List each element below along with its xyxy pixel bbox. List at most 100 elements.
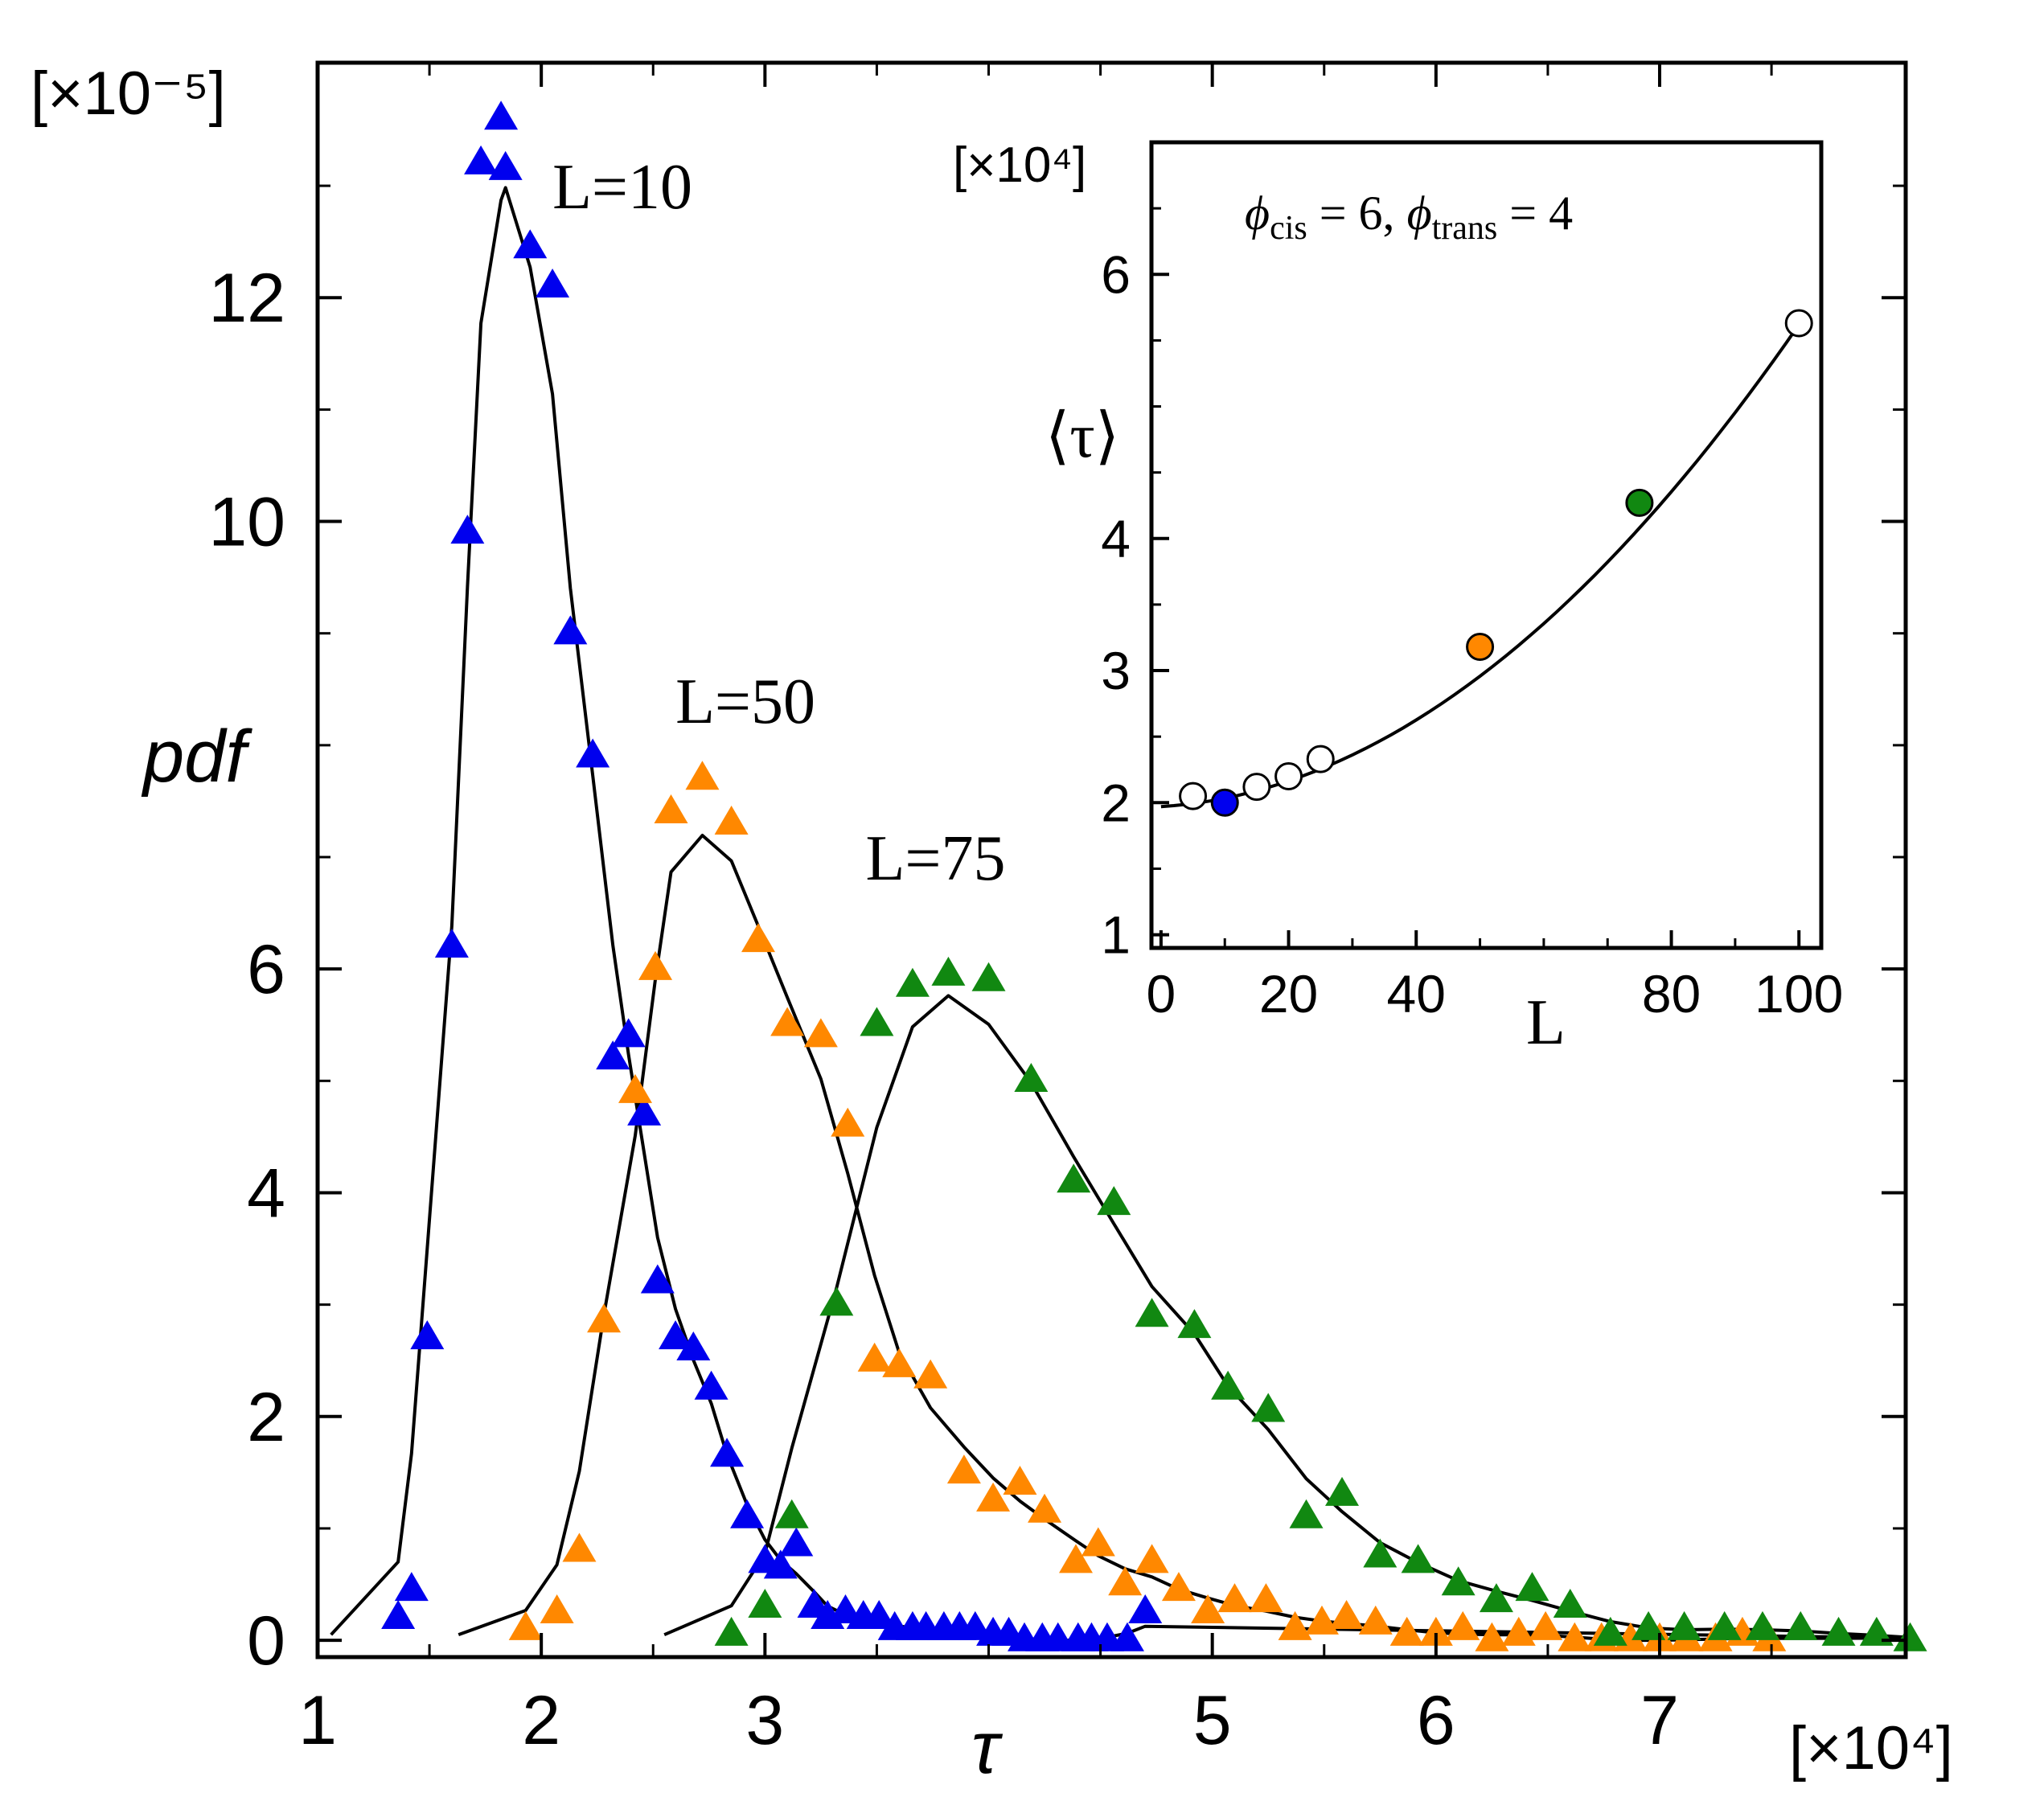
inset-point: [1274, 761, 1303, 790]
triangle-marker: [730, 1499, 765, 1528]
triangle-marker: [895, 967, 930, 997]
triangle-marker: [1097, 1186, 1131, 1216]
x-tick-label: 6: [1417, 1682, 1455, 1759]
inset-y-tick-label: 6: [1101, 244, 1131, 304]
inset-point: [1179, 782, 1208, 810]
triangle-marker: [860, 1007, 894, 1036]
triangle-marker: [1558, 1622, 1592, 1651]
triangle-marker: [1593, 1616, 1627, 1646]
triangle-marker: [1057, 1163, 1091, 1193]
triangle-marker: [1479, 1583, 1513, 1613]
triangle-marker: [450, 515, 485, 544]
triangle-marker: [434, 929, 469, 958]
triangle-marker: [1363, 1538, 1398, 1568]
inset-point: [1210, 788, 1239, 817]
triangle-marker: [1446, 1610, 1480, 1640]
triangle-marker: [1110, 1622, 1144, 1651]
triangle-marker: [857, 1342, 892, 1372]
triangle-marker: [638, 950, 673, 980]
triangle-marker: [710, 1438, 745, 1467]
triangle-marker: [513, 229, 548, 259]
triangle-marker: [1632, 1610, 1666, 1640]
triangle-marker: [1177, 1309, 1212, 1339]
x-axis-title: τ: [971, 1707, 1004, 1789]
triangle-marker: [1441, 1566, 1476, 1596]
triangle-marker: [640, 1264, 675, 1294]
triangle-marker: [1161, 1572, 1196, 1602]
triangle-marker: [676, 1331, 711, 1360]
inset-title-cis: cis: [1270, 210, 1307, 247]
triangle-marker: [1251, 1393, 1286, 1422]
triangle-marker: [1135, 1298, 1169, 1327]
triangle-marker: [828, 1594, 863, 1624]
x-multiplier-label: [×10⁴]: [1789, 1714, 1953, 1783]
inset-x-tick-label: 40: [1387, 964, 1446, 1024]
inset-y-tick-label: 2: [1101, 773, 1131, 832]
y-tick-label: 6: [247, 931, 285, 1008]
triangle-marker: [659, 1320, 693, 1350]
triangle-marker: [763, 1549, 798, 1579]
inset-title-trans: trans: [1432, 210, 1498, 247]
inset-x-tick-label: 0: [1147, 964, 1176, 1024]
inset-markers: [1179, 309, 1813, 817]
triangle-marker: [685, 761, 720, 790]
triangle-marker: [882, 1348, 917, 1377]
triangle-marker: [976, 1482, 1011, 1512]
triangle-marker: [1389, 1616, 1424, 1646]
x-tick-label: 5: [1193, 1682, 1232, 1759]
triangle-marker: [1081, 1527, 1115, 1557]
inset-x-axis-title: L: [1526, 987, 1566, 1058]
triangle-marker: [553, 615, 588, 645]
inset-y-multiplier-label: [×10⁴]: [953, 137, 1086, 193]
triangle-marker: [1329, 1599, 1364, 1629]
triangle-marker: [803, 1018, 838, 1048]
inset-point: [1625, 488, 1654, 517]
inset-title-end: = 4: [1497, 187, 1573, 240]
y-tick-label: 4: [247, 1155, 285, 1232]
triangle-marker: [1014, 1063, 1049, 1093]
triangle-marker: [611, 1018, 646, 1048]
inset-title-phi-1: ϕ: [1245, 187, 1270, 240]
triangle-marker: [1211, 1370, 1246, 1400]
series-annotation: L=75: [866, 823, 1006, 894]
series-annotation: L=50: [675, 667, 815, 737]
triangle-marker: [1249, 1583, 1283, 1613]
triangle-marker: [1128, 1594, 1163, 1624]
inset-title-mid: = 6,: [1307, 187, 1407, 240]
triangle-marker: [587, 1303, 622, 1333]
triangle-marker: [862, 1599, 897, 1629]
triangle-marker: [946, 1454, 981, 1484]
inset-point: [1242, 773, 1271, 802]
triangle-marker: [1325, 1476, 1360, 1506]
triangle-marker: [654, 794, 688, 824]
inset-point: [1466, 632, 1495, 661]
triangle-marker: [831, 1107, 865, 1137]
triangle-marker: [748, 1589, 782, 1618]
triangle-marker: [410, 1320, 445, 1350]
inset-y-axis-title: ⟨τ⟩: [1045, 400, 1119, 470]
triangle-marker: [484, 101, 519, 130]
triangle-marker: [394, 1572, 429, 1602]
triangle-marker: [1515, 1572, 1549, 1602]
main-markers: [381, 101, 1927, 1651]
triangle-marker: [488, 150, 523, 180]
x-tick-label: 7: [1640, 1682, 1679, 1759]
triangle-marker: [1191, 1594, 1225, 1624]
triangle-marker: [562, 1532, 597, 1562]
triangle-marker: [1028, 1493, 1062, 1523]
inset-y-tick-label: 3: [1101, 641, 1131, 700]
triangle-marker: [741, 923, 775, 953]
triangle-marker: [1108, 1566, 1143, 1596]
triangle-marker: [1401, 1544, 1435, 1573]
y-multiplier-label: [×10⁻⁵]: [31, 59, 226, 128]
inset-axis-ticks: 0 20 40 80 100 1 2 3 4 6: [1101, 207, 1843, 1024]
triangle-marker: [576, 738, 610, 768]
triangle-marker: [1707, 1610, 1742, 1640]
inset-x-tick-label: 20: [1259, 964, 1318, 1024]
inset-title: ϕcis = 6, ϕtrans = 4: [1245, 187, 1573, 247]
triangle-marker: [1058, 1544, 1093, 1573]
triangle-marker: [596, 1040, 630, 1070]
inset-x-tick-label: 100: [1755, 964, 1843, 1024]
